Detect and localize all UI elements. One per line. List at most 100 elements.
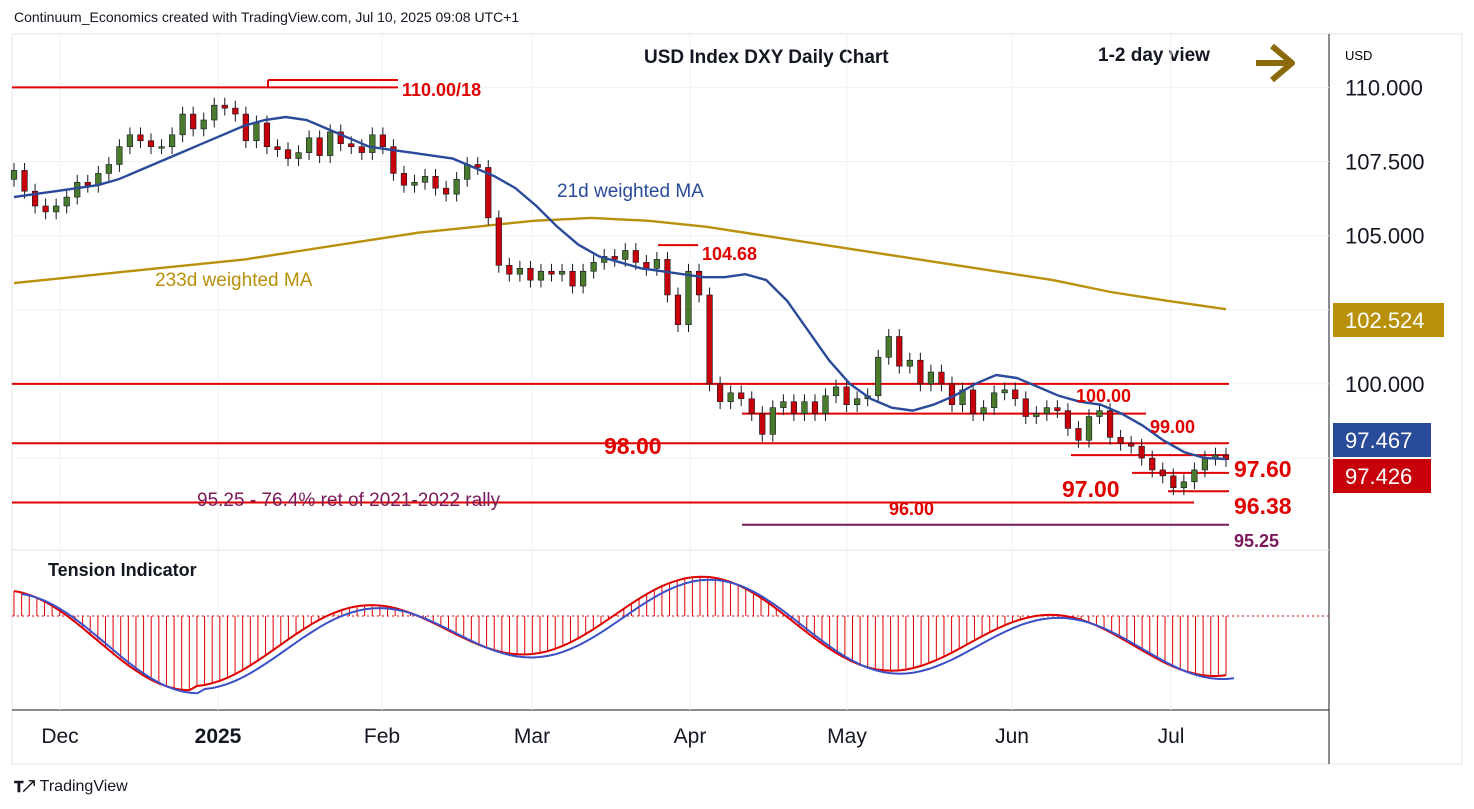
level-label-95-25: 95.25 (1234, 531, 1279, 551)
x-tick-label: Jul (1158, 725, 1185, 748)
candle-body (232, 107, 239, 115)
candle-body (1085, 416, 1093, 441)
candle-body (674, 294, 682, 325)
chart-title: USD Index DXY Daily Chart (644, 47, 889, 68)
price-axis: 110.000 107.500 105.000 100.000 (1345, 75, 1425, 397)
candle-body (53, 205, 60, 213)
indicator-title: Tension Indicator (48, 560, 197, 580)
svg-text:97.426: 97.426 (1345, 464, 1412, 489)
time-axis: Dec 2025 Feb Mar Apr May Jun Jul (41, 725, 1184, 748)
candle-body (263, 122, 271, 147)
candle-body (885, 336, 892, 358)
ma233-price-badge: 102.524 (1333, 303, 1444, 337)
level-label-97: 97.00 (1062, 476, 1120, 502)
chart-header: Continuum_Economics created with Trading… (14, 9, 520, 25)
candle-body (1001, 389, 1008, 394)
candle-body (727, 392, 734, 403)
candle-body (516, 267, 523, 275)
candle-body (126, 134, 134, 147)
candle-body (685, 270, 692, 325)
candle-body (432, 176, 439, 189)
svg-text:97.467: 97.467 (1345, 428, 1412, 453)
candle-body (474, 164, 481, 168)
candle-body (580, 270, 587, 287)
candle-body (717, 383, 724, 403)
candle-body (622, 250, 629, 260)
level-label-97-60: 97.60 (1234, 456, 1292, 482)
candle-body (179, 113, 186, 136)
candle-body (1138, 445, 1145, 459)
candle-body (537, 270, 545, 281)
candle-body (358, 146, 365, 153)
candle-body (1106, 410, 1114, 438)
candle-body (116, 146, 123, 165)
last-price-badge: 97.426 (1333, 459, 1431, 493)
candle-body (147, 140, 155, 147)
retracement-annotation: 95.25 - 76.4% ret of 2021-2022 rally (197, 490, 501, 511)
candles-series (10, 97, 1230, 496)
candle-body (1075, 428, 1082, 441)
candle-body (137, 134, 144, 142)
candle-body (938, 371, 945, 385)
candle-body (379, 134, 386, 147)
candle-body (1180, 481, 1187, 489)
candle-body (190, 113, 197, 130)
candle-body (506, 265, 513, 275)
candle-body (84, 181, 91, 186)
candle-body (801, 401, 808, 414)
candle-body (854, 398, 861, 405)
candle-body (832, 386, 840, 397)
x-tick-label: Feb (364, 725, 400, 748)
level-label-99: 99.00 (1150, 417, 1195, 437)
candle-body (558, 270, 566, 275)
candle-body (896, 336, 903, 367)
candle-body (906, 359, 913, 367)
candle-body (10, 170, 18, 180)
right-arrow-icon (1256, 43, 1295, 83)
candle-body (1064, 410, 1072, 429)
candle-body (242, 113, 249, 142)
candle-body (1201, 457, 1209, 471)
candle-body (200, 119, 207, 130)
indicator-fast-line (13, 575, 1227, 692)
ma21-series (13, 115, 1227, 461)
candle-body (453, 179, 460, 195)
candle-body (443, 187, 450, 195)
candle-body (611, 256, 618, 260)
candle-body (369, 134, 376, 153)
horizontal-levels (12, 79, 1229, 526)
candle-body (590, 262, 597, 272)
candle-body (790, 401, 797, 414)
candle-body (527, 267, 534, 281)
ma21-label: 21d weighted MA (557, 181, 704, 202)
candle-body (969, 389, 977, 414)
candle-body (1043, 407, 1050, 414)
candle-body (695, 270, 703, 296)
candle-body (875, 356, 882, 397)
candle-body (211, 104, 218, 121)
candle-body (316, 137, 323, 156)
footer: 𝐓↗ TradingView (14, 778, 128, 796)
ma233-label: 233d weighted MA (155, 270, 313, 291)
candle-body (105, 164, 112, 174)
candle-body (748, 398, 755, 414)
candle-body (1191, 469, 1198, 483)
candle-body (1022, 398, 1029, 417)
candle-body (1054, 407, 1061, 411)
y-tick-label: 105.000 (1345, 224, 1425, 249)
x-tick-label: May (827, 725, 867, 748)
candle-body (31, 190, 39, 207)
ma233-line (13, 216, 1227, 311)
candle-body (948, 383, 956, 405)
view-label: 1-2 day view (1098, 45, 1210, 66)
candle-body (1170, 475, 1177, 489)
ma21-line (13, 115, 1227, 461)
candle-body (74, 181, 81, 198)
candle-body (1128, 442, 1135, 447)
candle-body (1096, 410, 1103, 417)
candle-body (653, 259, 660, 269)
candle-body (421, 176, 429, 183)
candle-body (1222, 454, 1230, 460)
candle-body (348, 143, 355, 147)
